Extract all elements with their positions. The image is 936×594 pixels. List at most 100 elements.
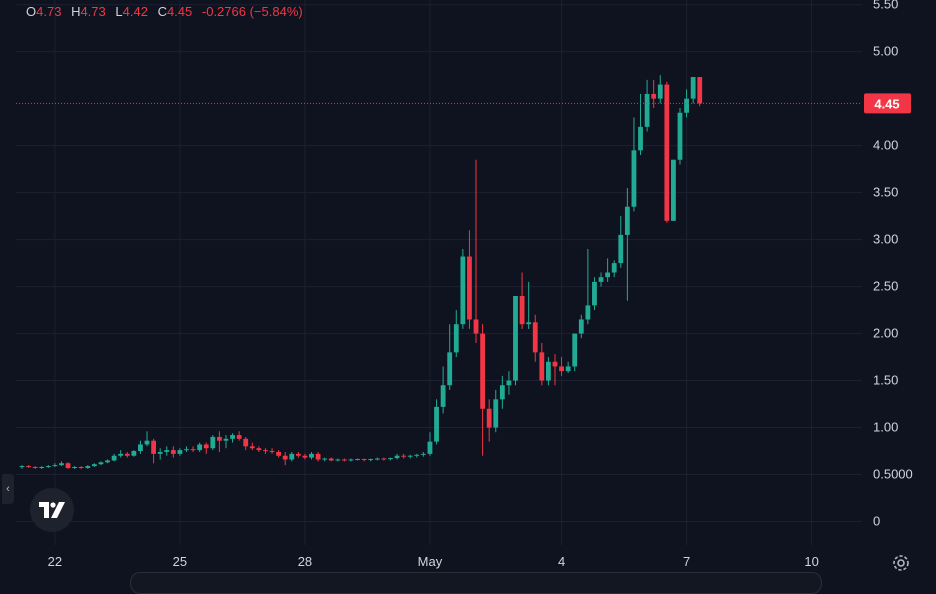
candle xyxy=(493,389,499,433)
candle xyxy=(585,249,591,325)
candle-body xyxy=(342,459,347,461)
candle xyxy=(197,442,203,452)
low-value: 4.42 xyxy=(122,4,148,19)
candle xyxy=(559,357,564,376)
candle-body xyxy=(85,466,91,468)
candle xyxy=(427,432,433,456)
tradingview-logo-icon[interactable] xyxy=(30,488,74,532)
candle xyxy=(210,435,216,451)
candle xyxy=(203,442,209,454)
candle xyxy=(657,75,663,104)
candle-body xyxy=(657,84,663,99)
candle xyxy=(624,187,630,301)
candle xyxy=(394,453,400,460)
candle xyxy=(328,457,334,462)
candle-body xyxy=(684,98,689,113)
candle xyxy=(124,451,130,458)
candle xyxy=(26,465,31,468)
candle-body xyxy=(513,295,518,381)
candle xyxy=(118,450,124,458)
candle-body xyxy=(420,453,426,455)
candle xyxy=(598,272,604,287)
candle-body xyxy=(486,408,492,428)
candle xyxy=(78,466,84,469)
gear-icon[interactable] xyxy=(890,552,912,574)
ohlc-legend: O4.73 H4.73 L4.42 C4.45 -0.2766 (−5.84%) xyxy=(26,4,309,19)
candle xyxy=(230,433,235,443)
candle xyxy=(460,249,466,329)
candle xyxy=(276,450,282,458)
chevron-left-icon[interactable]: ‹ xyxy=(2,474,14,504)
candle xyxy=(684,89,689,118)
candle xyxy=(605,258,611,282)
candle-body xyxy=(39,467,45,469)
horizontal-gridlines xyxy=(16,4,862,523)
candle-body xyxy=(578,319,584,334)
x-tick-label: 10 xyxy=(804,554,818,569)
candle-body xyxy=(473,319,479,334)
time-axis[interactable]: 22 25 28 May 4 7 10 xyxy=(48,554,819,569)
candle xyxy=(157,448,163,460)
candle-body xyxy=(440,385,446,407)
candle-body xyxy=(624,206,630,235)
candle-body xyxy=(460,256,466,325)
candle xyxy=(39,466,45,469)
candle xyxy=(19,465,25,469)
high-label: H xyxy=(71,4,81,19)
candle xyxy=(170,446,176,458)
price-tag-bg xyxy=(864,93,911,114)
candle xyxy=(434,399,439,445)
candle xyxy=(546,357,551,386)
candle-body xyxy=(526,322,532,325)
candle-body xyxy=(368,459,374,461)
candle-body xyxy=(124,453,130,456)
candle xyxy=(85,465,91,469)
candle xyxy=(144,431,150,447)
candle xyxy=(151,438,156,464)
candle xyxy=(401,453,407,459)
candle-body xyxy=(493,399,499,428)
candle-body xyxy=(45,466,51,468)
candle-body xyxy=(697,77,703,104)
candle-body xyxy=(19,466,25,468)
price-axis[interactable]: 5.50 5.00 4.00 3.50 3.00 2.50 2.00 1.50 1.00 0.50… xyxy=(873,0,913,529)
candle xyxy=(348,458,354,462)
candle xyxy=(177,448,183,456)
last-price-tag: 4.45 xyxy=(864,93,911,114)
candle xyxy=(72,466,78,469)
candle xyxy=(664,81,670,223)
low-label: L xyxy=(115,4,123,19)
candle xyxy=(295,451,301,458)
candle xyxy=(651,79,657,109)
candle-body xyxy=(269,451,275,453)
candle-body xyxy=(651,93,657,99)
candle-body xyxy=(539,352,545,381)
candle-body xyxy=(605,272,611,278)
candle-body xyxy=(453,324,459,353)
x-tick-label: 25 xyxy=(173,554,187,569)
candle-body xyxy=(302,455,308,458)
candle xyxy=(499,375,505,409)
candle-body xyxy=(598,277,604,282)
candle-body xyxy=(677,112,683,160)
candle-body xyxy=(164,450,170,452)
candle xyxy=(236,431,242,441)
candle-body xyxy=(467,256,472,320)
candle-body xyxy=(105,460,110,463)
y-tick-label: 1.00 xyxy=(873,420,898,435)
candle xyxy=(631,117,637,212)
y-tick-label: 4.00 xyxy=(873,138,898,153)
candle-body xyxy=(52,465,58,467)
candle xyxy=(690,77,696,104)
bottom-toolbar[interactable] xyxy=(130,572,822,594)
candle xyxy=(217,431,222,452)
candle xyxy=(374,457,380,461)
candle-body xyxy=(276,451,282,456)
candle xyxy=(309,451,314,460)
candle-body xyxy=(381,458,387,460)
candle xyxy=(388,457,393,461)
candle-body xyxy=(230,435,235,439)
candle xyxy=(355,458,360,461)
